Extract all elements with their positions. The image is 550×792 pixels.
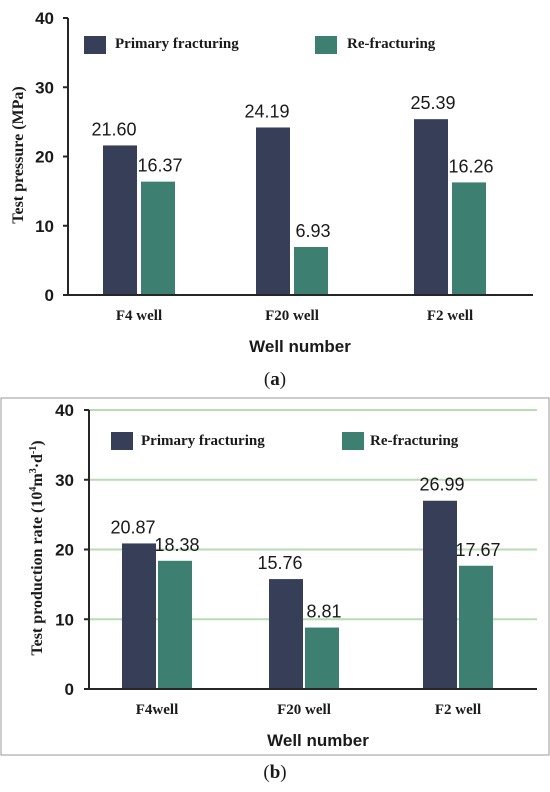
chart-a-y-tick-label: 0 <box>45 286 54 305</box>
chart-b-bar-refracturing <box>305 627 339 689</box>
chart-a-x-axis-label: Well number <box>249 337 351 356</box>
chart-a-y-tick-label: 10 <box>35 217 54 236</box>
chart-a-data-label: 24.19 <box>244 101 289 121</box>
chart-a-data-label: 25.39 <box>410 93 455 113</box>
chart-a-data-label: 6.93 <box>295 221 330 241</box>
chart-b-y-label-sup2: 3 <box>28 468 39 473</box>
chart-b-y-tick-label: 40 <box>55 401 74 420</box>
chart-a-data-label: 21.60 <box>91 119 136 139</box>
chart-a-y-tick-labels: 0 10 20 30 40 <box>35 9 54 305</box>
chart-a-x-tick-label: F2 well <box>427 308 473 324</box>
chart-a-legend-label: Re-fracturing <box>347 36 436 52</box>
chart-a-bar-refracturing <box>452 182 486 295</box>
chart-a-bar-primary <box>414 119 448 295</box>
chart-a-caption-letter: a <box>270 369 280 390</box>
chart-b-x-axis-label: Well number <box>267 731 369 750</box>
chart-b-bar-primary <box>423 500 457 689</box>
chart-a-axes <box>63 17 533 296</box>
chart-b-y-tick-label: 20 <box>55 541 74 560</box>
chart-a-legend-label: Primary fracturing <box>115 36 239 52</box>
chart-a-legend: Primary fracturing Re-fracturing <box>84 36 436 54</box>
chart-b-x-tick-label: F2 well <box>435 702 481 718</box>
chart-b-y-label-sup3: -1 <box>28 446 39 454</box>
chart-b-legend-swatch-refracturing <box>342 432 364 450</box>
chart-b-bars <box>122 500 493 689</box>
chart-b-y-axis-label: Test production rate (104m3·d-1) <box>28 440 46 655</box>
chart-b-y-label-part1: Test production rate (10 <box>29 492 46 656</box>
chart-b-y-tick-labels: 0 10 20 30 40 <box>55 401 74 699</box>
chart-b-legend: Primary fracturing Re-fracturing <box>111 432 459 450</box>
chart-a-x-tick-label: F4 well <box>116 308 162 324</box>
chart-b-x-tick-label: F4well <box>136 702 179 718</box>
chart-a-y-tick-label: 20 <box>35 148 54 167</box>
chart-a-bar-refracturing <box>141 181 175 295</box>
chart-a-legend-swatch-refracturing <box>315 36 337 54</box>
chart-b-data-label: 17.67 <box>455 540 500 560</box>
chart-b-data-label: 18.38 <box>154 535 199 555</box>
chart-b-legend-label: Re-fracturing <box>370 433 459 449</box>
chart-a-bar-primary <box>103 145 137 295</box>
chart-b-data-label: 8.81 <box>306 602 341 622</box>
chart-a-x-tick-label: F20 well <box>265 308 319 324</box>
chart-b-data-label: 20.87 <box>110 517 155 537</box>
chart-a-legend-swatch-primary <box>84 36 106 54</box>
chart-b-caption: (b) <box>263 762 286 783</box>
chart-a-y-tick-label: 40 <box>35 9 54 28</box>
chart-b-y-tick-label: 0 <box>65 680 74 699</box>
chart-a-bar-primary <box>256 127 290 295</box>
chart-b-frame <box>0 397 550 756</box>
chart-b-y-tick-label: 30 <box>55 471 74 490</box>
chart-a-caption: (a) <box>264 369 286 390</box>
chart-a-y-tick-label: 30 <box>35 78 54 97</box>
chart-b-y-label-part4: ) <box>29 440 46 445</box>
chart-a-bar-refracturing <box>294 247 328 295</box>
chart-a-x-tick-labels: F4 well F20 well F2 well <box>116 308 473 324</box>
chart-b-axes <box>84 409 537 690</box>
chart-b-data-label: 15.76 <box>257 553 302 573</box>
chart-b-bar-primary <box>269 579 303 689</box>
chart-b-x-tick-label: F20 well <box>277 702 331 718</box>
chart-a-data-labels: 21.60 24.19 25.39 16.37 6.93 16.26 <box>91 93 493 241</box>
chart-b-y-label-part2: m <box>29 473 46 487</box>
chart-a-y-axis-label: Test pressure (MPa) <box>10 86 27 223</box>
chart-b-y-label-sup1: 4 <box>28 487 39 492</box>
chart-b-y-tick-label: 10 <box>55 610 74 629</box>
chart-a-data-label: 16.37 <box>137 156 182 176</box>
chart-b-legend-swatch-primary <box>111 432 133 450</box>
chart-b-bar-refracturing <box>158 560 192 689</box>
chart-b-y-label-part3: ·d <box>29 454 46 468</box>
chart-b-data-labels: 20.87 15.76 26.99 18.38 8.81 17.67 <box>110 475 500 622</box>
chart-b-x-tick-labels: F4well F20 well F2 well <box>136 702 481 718</box>
chart-b-caption-letter: b <box>270 762 281 783</box>
chart-b-legend-label: Primary fracturing <box>141 433 265 449</box>
chart-a-bars <box>103 119 486 295</box>
chart-b-bar-refracturing <box>459 565 493 689</box>
chart-b-gridlines <box>89 409 537 621</box>
chart-a-data-label: 16.26 <box>448 156 493 176</box>
chart-b-data-label: 26.99 <box>419 475 464 495</box>
chart-b-bar-primary <box>122 543 156 689</box>
